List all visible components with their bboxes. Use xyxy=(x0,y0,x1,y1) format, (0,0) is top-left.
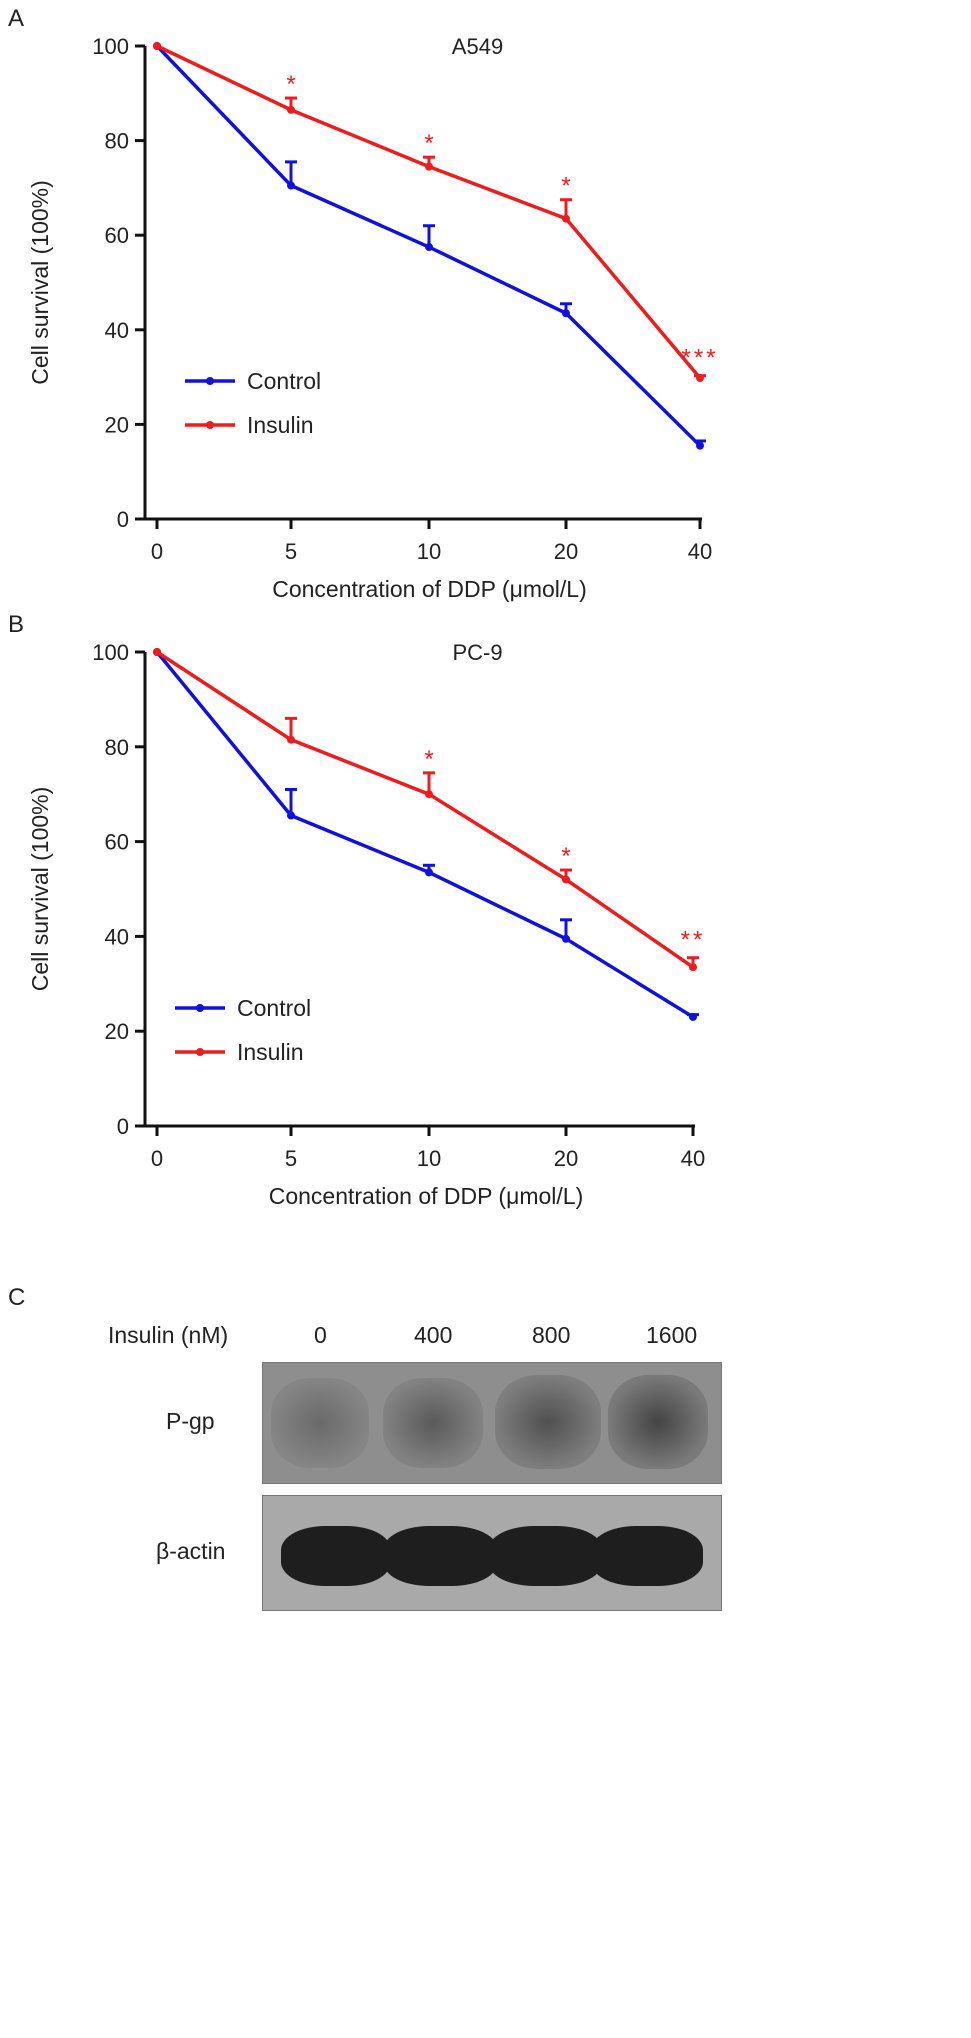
pgp-band xyxy=(495,1375,601,1469)
data-point-control xyxy=(425,868,433,877)
x-axis-label: Concentration of DDP (μmol/L) xyxy=(269,1183,584,1209)
significance-marker: * xyxy=(561,843,570,870)
pgp-blot xyxy=(262,1362,722,1484)
legend-label-insulin: Insulin xyxy=(247,412,313,438)
significance-marker: * xyxy=(424,746,433,773)
y-tick-label: 60 xyxy=(105,830,129,855)
data-point-insulin xyxy=(287,105,295,114)
legend-label-control: Control xyxy=(237,995,311,1021)
y-axis-label: Cell survival (100%) xyxy=(27,180,53,385)
panel-label-c: C xyxy=(8,1284,26,1311)
x-tick-label: 20 xyxy=(554,1146,578,1171)
data-point-control xyxy=(689,1012,697,1021)
y-tick-label: 80 xyxy=(105,129,129,154)
legend-label-control: Control xyxy=(247,368,321,394)
dose-800: 800 xyxy=(532,1322,571,1348)
y-tick-label: 0 xyxy=(117,507,129,532)
series-line-insulin xyxy=(156,650,694,969)
x-tick-label: 0 xyxy=(151,539,163,564)
series-line-control xyxy=(155,650,694,1019)
y-tick-label: 100 xyxy=(92,640,129,665)
data-point-control xyxy=(425,243,433,252)
y-tick-label: 20 xyxy=(105,412,129,437)
legend-marker xyxy=(196,1004,204,1012)
y-tick-label: 100 xyxy=(92,34,129,59)
y-tick-label: 40 xyxy=(105,318,129,343)
actin-band xyxy=(281,1526,391,1586)
data-point-insulin xyxy=(689,963,697,972)
data-point-insulin xyxy=(287,735,295,744)
legend-marker xyxy=(206,377,214,385)
data-point-insulin xyxy=(153,648,161,656)
pgp-band xyxy=(608,1375,708,1469)
data-point-insulin xyxy=(425,790,433,799)
legend-marker xyxy=(196,1048,204,1056)
x-tick-label: 40 xyxy=(688,539,712,564)
x-tick-label: 0 xyxy=(151,1146,163,1171)
y-tick-label: 20 xyxy=(105,1019,129,1044)
dose-400: 400 xyxy=(414,1322,453,1348)
significance-marker: * xyxy=(561,173,570,200)
y-tick-label: 80 xyxy=(105,735,129,760)
data-point-insulin xyxy=(153,42,161,50)
dose-1600: 1600 xyxy=(646,1322,698,1348)
data-point-insulin xyxy=(696,374,704,383)
significance-marker: ** xyxy=(681,927,706,954)
pgp-band xyxy=(383,1378,483,1468)
x-tick-label: 5 xyxy=(285,1146,297,1171)
row-label-pgp: P-gp xyxy=(166,1408,215,1434)
actin-band xyxy=(383,1526,498,1586)
y-tick-label: 60 xyxy=(105,223,129,248)
panel-label-b: B xyxy=(8,611,24,638)
legend-label-insulin: Insulin xyxy=(237,1039,303,1065)
x-tick-label: 10 xyxy=(417,539,441,564)
x-tick-label: 20 xyxy=(554,539,578,564)
row-label-actin: β-actin xyxy=(156,1538,226,1564)
x-tick-label: 5 xyxy=(285,539,297,564)
significance-marker: * xyxy=(286,71,295,98)
actin-band xyxy=(488,1526,603,1586)
data-point-control xyxy=(696,441,704,450)
x-tick-label: 40 xyxy=(681,1146,705,1171)
data-point-control xyxy=(287,181,295,190)
x-axis-label: Concentration of DDP (μmol/L) xyxy=(272,576,587,602)
y-tick-label: 0 xyxy=(117,1114,129,1139)
actin-band xyxy=(591,1526,703,1586)
x-tick-label: 10 xyxy=(417,1146,441,1171)
significance-marker: * xyxy=(424,130,433,157)
chart-title: A549 xyxy=(452,34,503,59)
data-point-insulin xyxy=(425,162,433,171)
y-axis-label: Cell survival (100%) xyxy=(27,787,53,992)
significance-marker: *** xyxy=(681,345,718,372)
data-point-insulin xyxy=(562,214,570,223)
pgp-band xyxy=(271,1378,369,1468)
data-point-control xyxy=(562,934,570,943)
legend-marker xyxy=(206,421,214,429)
blot-header: Insulin (nM) xyxy=(108,1322,229,1348)
panel-label-a: A xyxy=(8,5,24,32)
y-tick-label: 40 xyxy=(105,924,129,949)
data-point-control xyxy=(287,811,295,820)
data-point-insulin xyxy=(562,875,570,884)
chart-title: PC-9 xyxy=(452,640,502,665)
data-point-control xyxy=(562,309,570,318)
actin-blot xyxy=(262,1495,722,1611)
dose-0: 0 xyxy=(314,1322,327,1348)
series-line-insulin xyxy=(156,44,702,380)
